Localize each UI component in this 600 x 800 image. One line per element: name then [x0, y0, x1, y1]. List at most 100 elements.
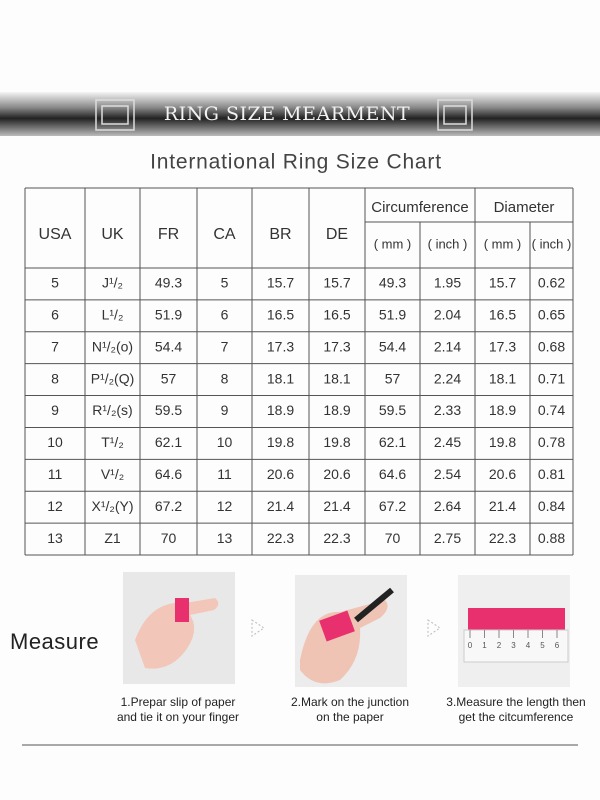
- table-cell: 10: [217, 434, 233, 450]
- table-cell: 0.81: [538, 466, 565, 482]
- table-cell: 5: [221, 275, 229, 291]
- table-cell: 20.6: [267, 466, 294, 482]
- table-cell: 57: [385, 370, 401, 386]
- table-cell: 0.68: [538, 338, 565, 354]
- ruler-label: 6: [555, 641, 560, 650]
- table-cell: 13: [47, 530, 63, 546]
- table-cell: 7: [221, 338, 229, 354]
- ruler-label: 0: [468, 641, 473, 650]
- ruler-label: 4: [526, 641, 531, 650]
- table-cell: 2.75: [434, 530, 461, 546]
- ruler-label: 5: [540, 641, 545, 650]
- table-cell: 64.6: [379, 466, 406, 482]
- table-cell: 49.3: [379, 275, 406, 291]
- step-caption: get the citcumference: [459, 710, 574, 724]
- column-header: CA: [213, 226, 236, 243]
- table-cell: 0.84: [538, 498, 565, 514]
- table-cell: P¹/₂(Q): [91, 370, 135, 386]
- column-header: UK: [101, 226, 124, 243]
- size-table: USA UK FR CA BR DE Circumference Diameter ( mm )…: [24, 187, 574, 556]
- step-caption: on the paper: [316, 710, 383, 724]
- column-header: BR: [269, 226, 291, 243]
- unit-header: ( inch ): [532, 236, 572, 251]
- table-cell: 22.3: [267, 530, 294, 546]
- ruler-label: 1: [482, 641, 487, 650]
- hand: [135, 598, 219, 669]
- step-caption: 3.Measure the length then: [446, 695, 585, 709]
- group-header: Diameter: [494, 199, 555, 216]
- table-cell: 2.64: [434, 498, 461, 514]
- table-cell: 0.74: [538, 402, 565, 418]
- table-cell: 0.65: [538, 307, 565, 323]
- unit-header: ( mm ): [374, 236, 412, 251]
- table-cell: 21.4: [267, 498, 294, 514]
- table-cell: 2.45: [434, 434, 461, 450]
- table-cell: 59.5: [379, 402, 406, 418]
- table-cell: 10: [47, 434, 63, 450]
- banner-icon: [437, 99, 473, 131]
- measure-label: Measure: [10, 629, 99, 654]
- unit-header: ( inch ): [428, 236, 468, 251]
- column-header: DE: [326, 226, 348, 243]
- column-header: FR: [158, 226, 179, 243]
- table-cell: X¹/₂(Y): [92, 498, 134, 514]
- table-cell: 0.78: [538, 434, 565, 450]
- table-cell: 51.9: [379, 307, 406, 323]
- table-cell: Z1: [104, 530, 121, 546]
- table-cell: 12: [47, 498, 63, 514]
- table-cell: 11: [217, 466, 232, 482]
- table-cell: 67.2: [155, 498, 182, 514]
- table-cell: 2.24: [434, 370, 461, 386]
- table-cell: 18.1: [323, 370, 350, 386]
- table-cell: 1.95: [434, 275, 461, 291]
- step-caption: 2.Mark on the junction: [291, 695, 409, 709]
- paper-strip: [468, 608, 565, 630]
- table-cell: 18.9: [267, 402, 294, 418]
- table-cell: J¹/₂: [102, 275, 123, 291]
- table-cell: 12: [217, 498, 233, 514]
- table-title: International Ring Size Chart: [150, 151, 442, 174]
- table-cell: 21.4: [323, 498, 350, 514]
- step-caption: and tie it on your finger: [117, 710, 239, 724]
- table-cell: 19.8: [489, 434, 516, 450]
- table-cell: 20.6: [489, 466, 516, 482]
- table-cell: 6: [51, 307, 59, 323]
- banner-title: RING SIZE MEARMENT: [164, 103, 410, 125]
- table-cell: 22.3: [323, 530, 350, 546]
- table-cell: 17.3: [489, 338, 516, 354]
- table-cell: 0.71: [538, 370, 565, 386]
- table-cell: 16.5: [323, 307, 350, 323]
- table-cell: 59.5: [155, 402, 182, 418]
- table-cell: V¹/₂: [101, 466, 124, 482]
- table-cell: 18.1: [489, 370, 516, 386]
- ruler-label: 2: [497, 641, 502, 650]
- arrow: [251, 619, 265, 637]
- paper-strip: [319, 610, 355, 642]
- table-cell: 9: [221, 402, 229, 418]
- table-cell: 18.9: [489, 402, 516, 418]
- table-cell: 18.1: [267, 370, 294, 386]
- table-cell: 7: [51, 338, 59, 354]
- table-cell: 70: [385, 530, 401, 546]
- banner-icon: [95, 99, 135, 131]
- table-cell: 49.3: [155, 275, 182, 291]
- table-cell: R¹/₂(s): [92, 402, 132, 418]
- table-cell: 21.4: [489, 498, 516, 514]
- arrow: [427, 619, 441, 637]
- pen: [354, 587, 394, 623]
- table-cell: T¹/₂: [101, 434, 124, 450]
- table-cell: 0.62: [538, 275, 565, 291]
- table-cell: 17.3: [267, 338, 294, 354]
- table-cell: 8: [51, 370, 59, 386]
- table-cell: 20.6: [323, 466, 350, 482]
- table-cell: 5: [51, 275, 59, 291]
- paper-strip: [175, 598, 189, 622]
- step-caption: 1.Prepar slip of paper: [121, 695, 236, 709]
- table-cell: 54.4: [379, 338, 406, 354]
- table-cell: 19.8: [323, 434, 350, 450]
- ruler-label: 3: [511, 641, 516, 650]
- table-cell: 2.33: [434, 402, 461, 418]
- table-cell: 67.2: [379, 498, 406, 514]
